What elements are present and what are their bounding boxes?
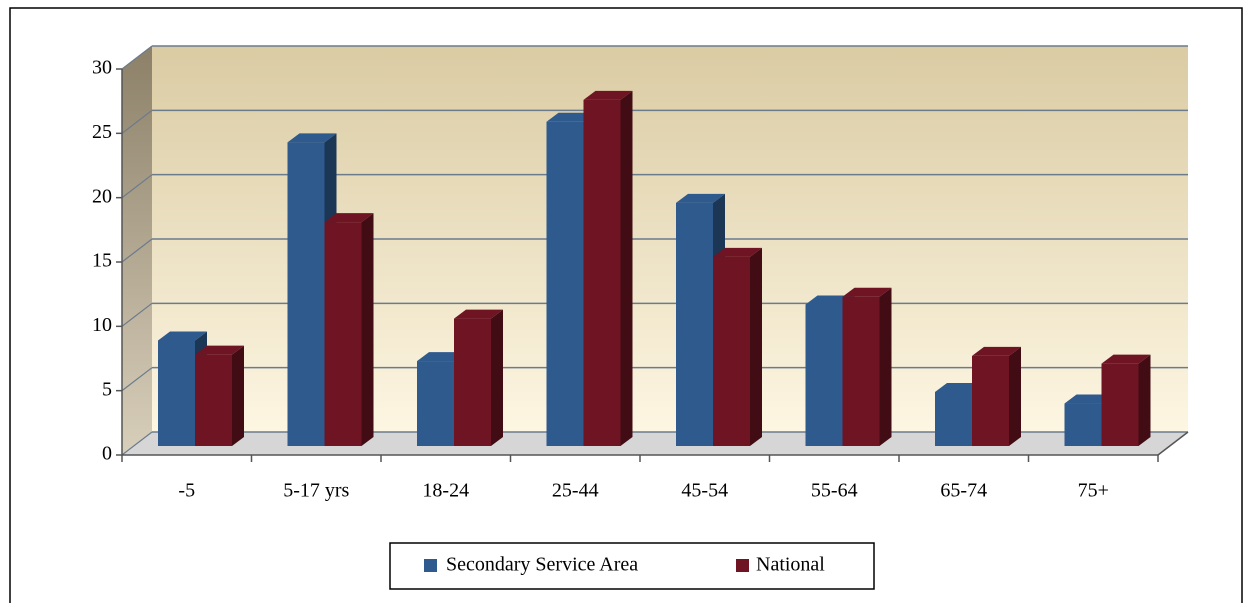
bar: [454, 318, 491, 446]
bar: [583, 99, 621, 447]
bar-side: [620, 90, 633, 447]
grid-line-side: [121, 174, 153, 199]
bar-side: [1138, 354, 1151, 446]
bar-top: [842, 287, 892, 297]
bar-top: [676, 193, 725, 203]
bar: [287, 142, 325, 446]
bar-top: [972, 346, 1021, 356]
x-tick-label: -5: [178, 480, 195, 502]
bar: [972, 355, 1009, 446]
bar-top: [287, 133, 337, 143]
chart-frame: [9, 7, 1243, 608]
x-tick-label: 18-24: [422, 480, 469, 502]
bar-top: [1101, 354, 1151, 364]
grid-line-side: [121, 367, 153, 392]
bar-top: [158, 331, 207, 341]
bar: [805, 304, 843, 446]
bar-top: [1064, 394, 1114, 404]
y-tick-label: 15: [92, 250, 112, 272]
bar-top: [713, 247, 762, 257]
legend-label: Secondary Service Area: [446, 554, 638, 576]
bar-side: [750, 247, 762, 446]
grid-line-side: [121, 109, 153, 134]
grid-line-side: [121, 238, 153, 263]
floor: [122, 432, 1188, 455]
floor-edge: [1157, 431, 1189, 456]
x-tick-label: 55-64: [811, 480, 858, 502]
legend-swatch: [736, 559, 749, 572]
x-tick-label: 5-17 yrs: [283, 480, 349, 502]
bars: [158, 90, 1151, 447]
x-tick-label: 25-44: [552, 480, 599, 502]
bar: [546, 121, 584, 446]
y-tick-label: 25: [92, 121, 112, 143]
axes: 0 5 10 15 20 25 30 -5 5-17 yrs 18-24 25-44 45-54 55-…: [92, 57, 1189, 502]
bar-side: [1009, 346, 1021, 446]
bar: [676, 202, 713, 446]
bar: [1064, 403, 1102, 446]
bar: [842, 296, 880, 446]
x-tick-label: 75+: [1078, 480, 1109, 502]
y-tick-label: 5: [102, 378, 112, 400]
bar: [1101, 363, 1139, 446]
bar-top: [417, 352, 466, 362]
grid-line-side: [121, 302, 153, 327]
x-tick-label: 65-74: [940, 480, 987, 502]
grid-line-side: [121, 45, 153, 70]
bar: [417, 361, 454, 446]
bar-side: [879, 287, 892, 446]
y-tick-label: 10: [92, 314, 112, 336]
legend-swatch: [424, 559, 437, 572]
bar-top: [324, 213, 374, 223]
y-tick-label: 20: [92, 185, 112, 207]
legend-label: National: [756, 554, 825, 576]
y-tick-label: 0: [102, 443, 112, 465]
bar: [324, 222, 362, 446]
bar-side: [361, 213, 374, 446]
bar-top: [546, 112, 596, 122]
bar-top: [583, 90, 633, 100]
y-tick-label: 30: [92, 57, 112, 79]
legend-box: [389, 542, 875, 590]
bar: [713, 256, 750, 446]
bar-side: [491, 309, 503, 446]
bar-top: [805, 295, 855, 305]
grid-line-side: [121, 431, 153, 456]
bar: [195, 354, 232, 446]
bar-side: [232, 345, 244, 446]
bar: [935, 391, 972, 446]
legend: Secondary Service Area National: [389, 542, 875, 590]
bar-top: [195, 345, 244, 355]
bar: [158, 340, 195, 446]
bar-top: [454, 309, 503, 319]
bar-top: [935, 382, 984, 392]
x-tick-label: 45-54: [681, 480, 728, 502]
